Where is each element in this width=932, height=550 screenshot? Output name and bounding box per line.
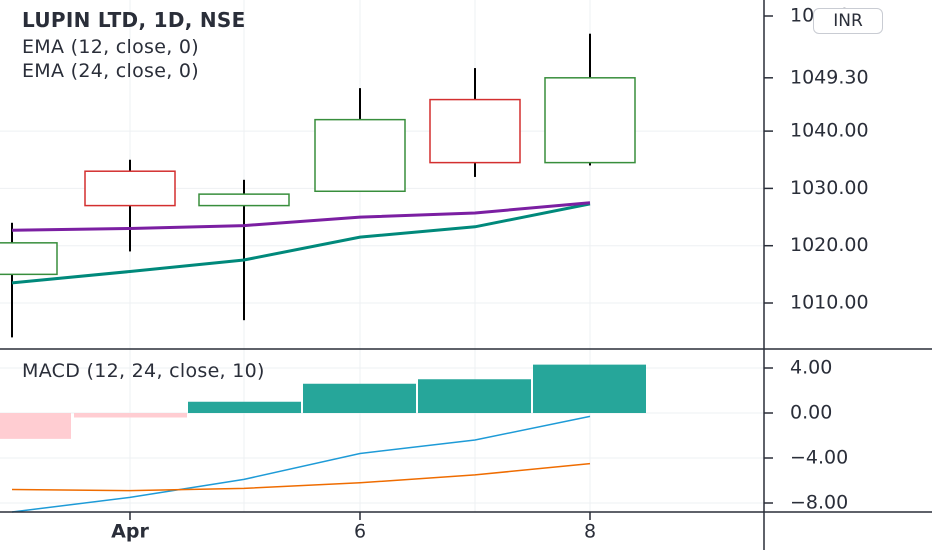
time-tick-label: Apr xyxy=(111,521,149,543)
ema24-line[interactable] xyxy=(11,202,591,285)
last-price-label: 1049.30 xyxy=(790,66,869,88)
candle-body[interactable] xyxy=(0,242,58,276)
macd-line[interactable] xyxy=(11,415,591,513)
ema24-legend[interactable]: EMA (24, close, 0) xyxy=(22,60,200,82)
macd-legend[interactable]: MACD (12, 24, close, 10) xyxy=(22,360,265,382)
macd-tick-label: −8.00 xyxy=(790,492,848,514)
macd-histogram-bar[interactable] xyxy=(74,413,187,418)
indicator-lines xyxy=(11,201,591,513)
ema12-legend[interactable]: EMA (12, close, 0) xyxy=(22,36,200,58)
price-tick-label: 1010.00 xyxy=(790,292,869,314)
macd-tick-label: −4.00 xyxy=(790,447,848,469)
macd-histogram-bar[interactable] xyxy=(188,401,301,413)
candle-body[interactable] xyxy=(429,98,521,164)
macd-tick-label: 4.00 xyxy=(790,357,832,379)
candle-body[interactable] xyxy=(314,118,406,193)
macd-histogram-bar[interactable] xyxy=(303,383,416,413)
signal-line[interactable] xyxy=(11,462,591,492)
macd-histogram xyxy=(0,364,646,439)
candle-body[interactable] xyxy=(544,77,636,164)
price-tick-label: 1040.00 xyxy=(790,120,869,142)
currency-button[interactable]: INR xyxy=(813,8,883,34)
macd-histogram-bar[interactable] xyxy=(533,364,646,413)
candle-body[interactable] xyxy=(198,193,290,207)
ema12-line[interactable] xyxy=(11,201,591,232)
macd-histogram-bar[interactable] xyxy=(418,379,531,413)
price-tick-label: 1020.00 xyxy=(790,234,869,256)
time-tick-label: 8 xyxy=(584,521,596,543)
candle-body[interactable] xyxy=(84,170,176,207)
macd-tick-label: 0.00 xyxy=(790,402,832,424)
time-tick-label: 6 xyxy=(354,521,366,543)
candlesticks xyxy=(0,33,636,338)
chart-title: LUPIN LTD, 1D, NSE xyxy=(22,8,246,32)
price-tick-label: 1030.00 xyxy=(790,177,869,199)
macd-histogram-bar[interactable] xyxy=(0,413,71,439)
